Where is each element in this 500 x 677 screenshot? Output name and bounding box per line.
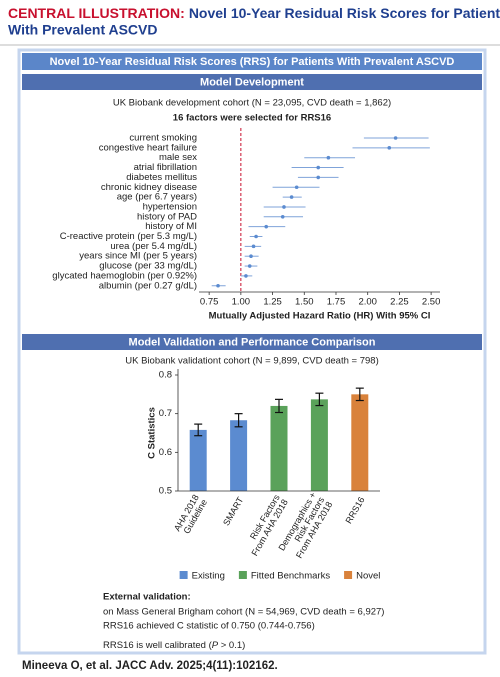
- section-title: Model Validation and Performance Compari…: [129, 336, 376, 348]
- x-axis-label: Mutually Adjusted Hazard Ratio (HR) With…: [209, 311, 431, 322]
- bar: [351, 394, 369, 491]
- estimate: [316, 165, 321, 170]
- legend-label: Novel: [356, 571, 380, 582]
- cohort: UK Biobank validationt cohort (N = 9,899…: [125, 356, 378, 367]
- estimate: [264, 224, 269, 229]
- x-tick-label: 2.00: [358, 297, 377, 308]
- row-label: glucose (per 33 mg/dL): [99, 261, 197, 272]
- estimate: [294, 185, 299, 190]
- row-label: urea (per 5.4 mg/dL): [110, 241, 197, 252]
- row-label: current smoking: [129, 133, 197, 144]
- header-label: CENTRAL ILLUSTRATION:: [8, 5, 185, 21]
- estimate: [247, 264, 252, 268]
- row-label: atrial fibrillation: [134, 162, 197, 173]
- estimate: [216, 283, 220, 288]
- bar: [230, 420, 248, 491]
- legend-label: Existing: [192, 571, 225, 582]
- note: 16 factors were selected for RRS16: [173, 113, 331, 124]
- y-tick-label: 0.5: [159, 486, 172, 497]
- section-bar: [22, 334, 482, 350]
- row-label: glycated haemoglobin (per 0.92%): [52, 270, 197, 281]
- x-tick-label: 1.50: [295, 297, 314, 308]
- row-label: C-reactive protein (per 5.3 mg/L): [60, 231, 197, 242]
- citation: Mineeva O, et al. JACC Adv. 2025;4(11):1…: [22, 660, 278, 672]
- estimate: [244, 274, 248, 278]
- row-label: age (per 6.7 years): [117, 192, 197, 203]
- estimate: [254, 234, 258, 239]
- y-tick-label: 0.7: [159, 408, 172, 419]
- row-label: male sex: [159, 152, 197, 163]
- estimate: [251, 244, 256, 249]
- x-tick-label: 2.50: [422, 297, 441, 308]
- legend-swatch: [344, 571, 353, 579]
- external-line: on Mass General Brigham cohort (N = 54,9…: [103, 607, 384, 618]
- estimate: [282, 205, 286, 209]
- x-tick-label: 0.75: [200, 297, 219, 308]
- panel-title: Novel 10-Year Residual Risk Scores (RRS)…: [50, 56, 455, 68]
- estimate: [249, 254, 253, 258]
- row-label: history of PAD: [137, 211, 197, 222]
- x-tick-label: 1.00: [232, 297, 251, 308]
- header: CENTRAL ILLUSTRATION: Novel 10-Year Resid…: [8, 5, 500, 21]
- estimate: [387, 146, 392, 150]
- calibration-p: P: [212, 640, 219, 651]
- y-tick-label: 0.8: [159, 370, 172, 381]
- bar: [189, 429, 207, 491]
- external-line: RRS16 achieved C statistic of 0.750 (0.7…: [103, 621, 315, 632]
- row-label: chronic kidney disease: [101, 182, 197, 193]
- estimate: [326, 155, 331, 160]
- estimate: [289, 195, 294, 199]
- panel: [17, 48, 487, 655]
- calibration-text: > 0.1): [218, 640, 245, 651]
- calibration: RRS16 is well calibrated (P > 0.1): [103, 640, 245, 651]
- estimate: [280, 215, 285, 219]
- row-label: history of MI: [145, 221, 197, 232]
- x-tick-label: 2.25: [390, 297, 409, 308]
- row-label: congestive heart failure: [99, 142, 197, 153]
- estimate: [393, 136, 398, 140]
- estimate: [316, 175, 321, 180]
- row-label: albumin (per 0.27 g/dL): [99, 280, 197, 291]
- x-tick-label: 1.75: [327, 297, 346, 308]
- row-label: years since MI (per 5 years): [79, 251, 197, 262]
- legend-label: Fitted Benchmarks: [251, 571, 330, 582]
- header-title: Novel 10-Year Residual Risk Scores for P…: [189, 5, 500, 21]
- header-title: With Prevalent ASCVD: [8, 22, 158, 38]
- bar: [270, 405, 288, 491]
- x-tick-label: 1.25: [263, 297, 282, 308]
- legend-swatch: [238, 571, 247, 579]
- bar: [310, 399, 328, 491]
- legend-swatch: [179, 571, 188, 579]
- panel-title-bar: [22, 53, 482, 70]
- row-label: diabetes mellitus: [126, 172, 197, 183]
- external-heading: External validation:: [103, 592, 191, 603]
- y-axis-label: C Statistics: [147, 407, 158, 459]
- section-title: Model Development: [200, 76, 304, 88]
- section-bar: [22, 74, 482, 90]
- cohort: UK Biobank development cohort (N = 23,09…: [113, 98, 391, 109]
- row-label: hypertension: [143, 201, 197, 212]
- y-tick-label: 0.6: [159, 447, 172, 458]
- calibration-text: RRS16 is well calibrated (: [103, 640, 213, 651]
